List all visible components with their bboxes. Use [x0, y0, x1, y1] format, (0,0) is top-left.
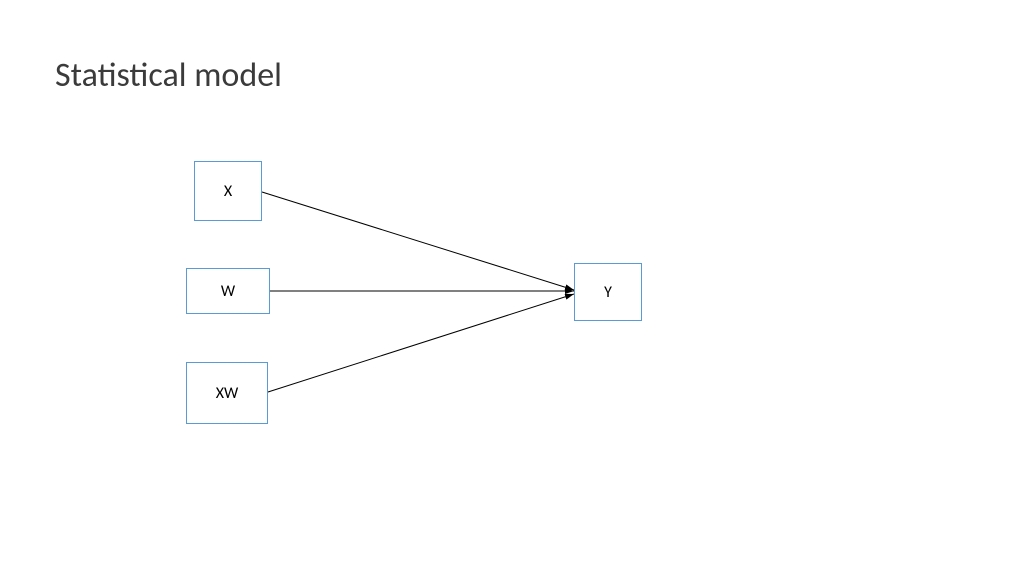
node-label-w: W [221, 282, 235, 301]
node-y: Y [574, 263, 642, 321]
edge-group [262, 192, 574, 392]
edge-xw-y [268, 294, 574, 392]
node-x: X [194, 161, 262, 221]
node-label-y: Y [604, 283, 612, 302]
edge-x-y [262, 192, 574, 290]
node-w: W [186, 268, 270, 314]
node-label-xw: XW [216, 384, 239, 403]
page-title: Statistical model [55, 55, 282, 96]
node-label-x: X [224, 182, 232, 201]
node-xw: XW [186, 362, 268, 424]
